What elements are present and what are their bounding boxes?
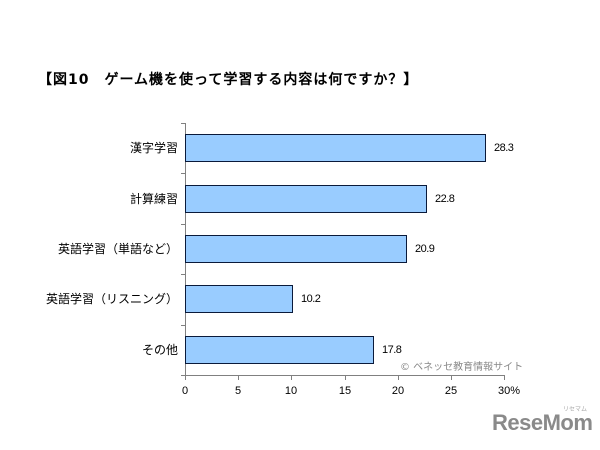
chart-title: 【図10 ゲーム機を使って学習する内容は何ですか？】 xyxy=(38,72,419,88)
bar xyxy=(185,185,427,213)
x-axis-tick-label: 20 xyxy=(391,385,405,397)
category-label: 英語学習（リスニング） xyxy=(45,292,178,306)
x-axis-tick-label: 10 xyxy=(284,385,298,397)
resemom-logo-kana: リセマム xyxy=(563,406,588,413)
bar xyxy=(185,285,293,313)
x-axis-tick-label: 30% xyxy=(497,385,521,397)
y-axis-tick xyxy=(181,325,185,326)
bar xyxy=(185,235,407,263)
x-axis-tick xyxy=(345,375,346,380)
x-axis-tick-label: 5 xyxy=(234,385,242,397)
x-axis-tick xyxy=(504,375,505,380)
x-axis-tick xyxy=(185,375,186,380)
y-axis-tick xyxy=(181,173,185,174)
y-axis-tick xyxy=(181,375,185,376)
y-axis-tick xyxy=(181,224,185,225)
value-label: 17.8 xyxy=(382,344,402,356)
x-axis-tick xyxy=(398,375,399,380)
x-axis-tick xyxy=(238,375,239,380)
y-axis-tick xyxy=(181,274,185,275)
value-label: 20.9 xyxy=(415,243,435,255)
value-label: 10.2 xyxy=(301,293,321,305)
x-axis-tick-label: 15 xyxy=(338,385,352,397)
category-label: 計算練習 xyxy=(129,192,178,206)
x-axis-tick xyxy=(291,375,292,380)
category-label: 漢字学習 xyxy=(129,141,178,155)
resemom-logo: ReseMom xyxy=(492,410,593,435)
y-axis-tick xyxy=(181,123,185,124)
value-label: 28.3 xyxy=(494,142,514,154)
copyright-notice: © ベネッセ教育情報サイト xyxy=(400,362,524,373)
category-label: その他 xyxy=(141,343,178,357)
bar xyxy=(185,134,486,162)
category-label: 英語学習（単語など） xyxy=(57,242,178,256)
x-axis-tick-label: 0 xyxy=(181,385,189,397)
value-label: 22.8 xyxy=(435,193,455,205)
x-axis-tick xyxy=(451,375,452,380)
bar xyxy=(185,336,374,364)
x-axis-tick-label: 25 xyxy=(444,385,458,397)
